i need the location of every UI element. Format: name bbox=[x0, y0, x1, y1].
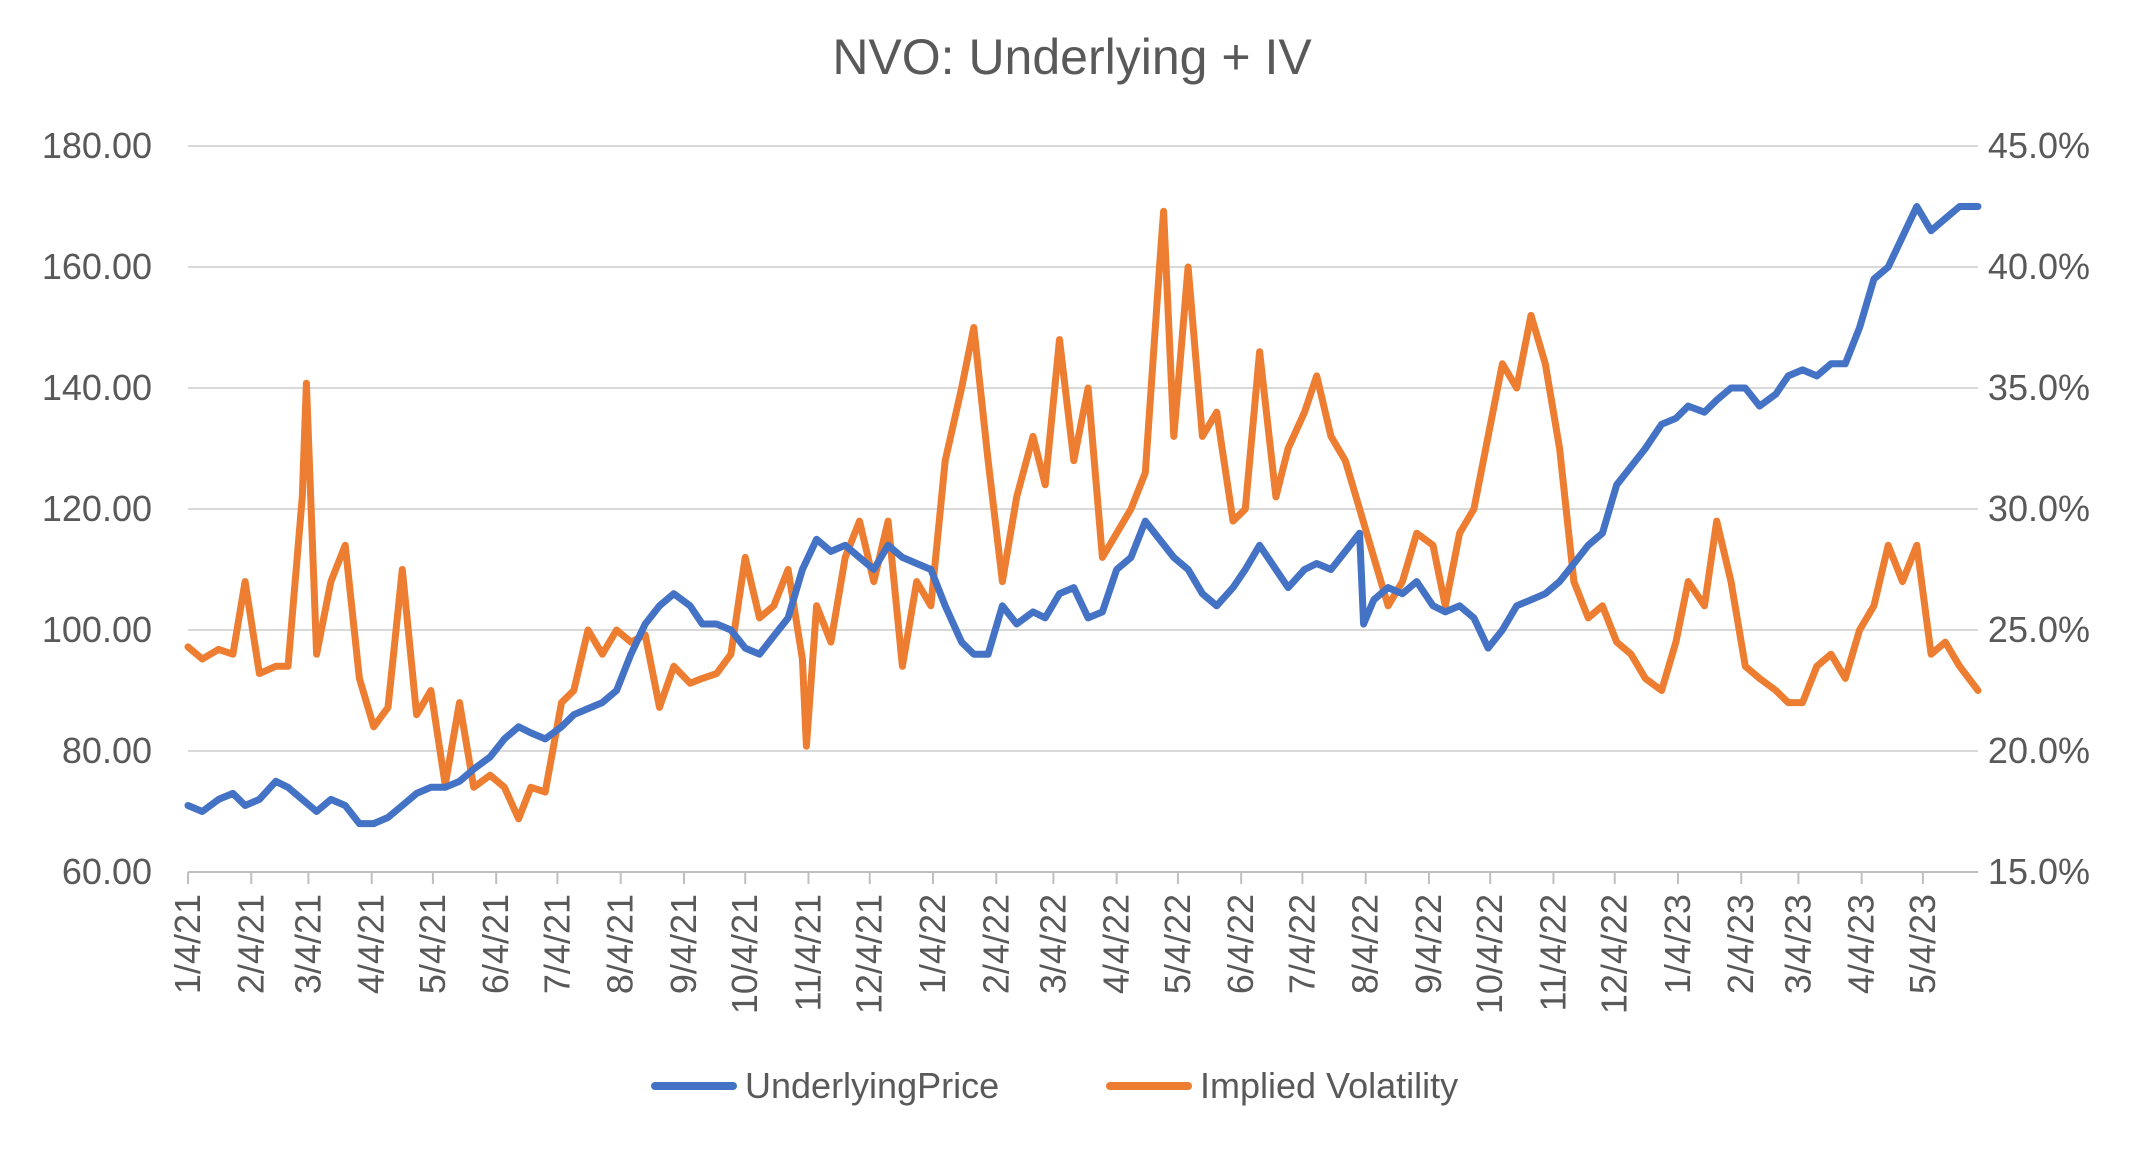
x-tick-label: 9/4/22 bbox=[1408, 894, 1449, 994]
y-left-tick-label: 80.00 bbox=[62, 730, 152, 771]
x-tick-label: 1/4/23 bbox=[1657, 894, 1698, 994]
x-tick-label: 10/4/22 bbox=[1469, 894, 1510, 1014]
x-tick-label: 2/4/22 bbox=[975, 894, 1016, 994]
y-left-tick-label: 140.00 bbox=[42, 367, 152, 408]
x-tick-label: 5/4/22 bbox=[1157, 894, 1198, 994]
x-axis: 1/4/21 2/4/21 3/4/21 4/4/21 5/4/21 6/4/21 7/4/… bbox=[167, 871, 1978, 1014]
y-right-tick-label: 20.0% bbox=[1988, 730, 2090, 771]
x-tick-label: 4/4/23 bbox=[1841, 894, 1882, 994]
series-lines bbox=[184, 203, 1982, 828]
y-axis-left-ticks: 60.00 80.00 100.00 120.00 140.00 160.00 180.00 bbox=[42, 125, 152, 892]
x-tick-label: 3/4/22 bbox=[1032, 894, 1073, 994]
x-tick-label: 10/4/21 bbox=[724, 894, 765, 1014]
y-left-tick-label: 180.00 bbox=[42, 125, 152, 166]
y-right-tick-label: 45.0% bbox=[1988, 125, 2090, 166]
x-tick-label: 11/4/21 bbox=[787, 894, 828, 1011]
y-left-tick-label: 160.00 bbox=[42, 246, 152, 287]
x-tick-label: 1/4/21 bbox=[167, 894, 208, 994]
x-tick-label: 4/4/21 bbox=[351, 894, 392, 994]
x-tick-label: 5/4/23 bbox=[1902, 894, 1943, 994]
y-left-tick-label: 100.00 bbox=[42, 609, 152, 650]
x-tick-label: 6/4/22 bbox=[1220, 894, 1261, 994]
x-tick-label: 9/4/21 bbox=[663, 894, 704, 994]
x-tick-label: 5/4/21 bbox=[412, 894, 453, 994]
y-right-tick-label: 35.0% bbox=[1988, 367, 2090, 408]
legend-label: Implied Volatility bbox=[1200, 1065, 1458, 1106]
y-right-tick-label: 40.0% bbox=[1988, 246, 2090, 287]
series-line-underlyingprice bbox=[184, 203, 1982, 828]
x-tick-label: 12/4/22 bbox=[1594, 894, 1635, 1014]
x-tick-label: 3/4/23 bbox=[1777, 894, 1818, 994]
x-tick-label: 7/4/21 bbox=[536, 894, 577, 994]
x-tick-label: 12/4/21 bbox=[849, 894, 890, 1014]
legend: UnderlyingPrice Implied Volatility bbox=[651, 1065, 1458, 1106]
x-tick-label: 6/4/21 bbox=[475, 894, 516, 994]
chart-title: NVO: Underlying + IV bbox=[832, 29, 1312, 85]
x-tick-label: 2/4/21 bbox=[230, 894, 271, 994]
x-tick-label: 4/4/22 bbox=[1096, 894, 1137, 994]
y-right-tick-label: 15.0% bbox=[1988, 851, 2090, 892]
x-tick-label: 8/4/21 bbox=[600, 894, 641, 994]
y-right-tick-label: 30.0% bbox=[1988, 488, 2090, 529]
x-tick-label: 3/4/21 bbox=[287, 894, 328, 994]
x-tick-label: 2/4/23 bbox=[1720, 894, 1761, 994]
x-tick-label: 11/4/22 bbox=[1532, 894, 1573, 1011]
x-tick-label: 8/4/22 bbox=[1345, 894, 1386, 994]
y-left-tick-label: 60.00 bbox=[62, 851, 152, 892]
y-left-tick-label: 120.00 bbox=[42, 488, 152, 529]
series-line-implied-volatility bbox=[184, 207, 1982, 823]
y-right-tick-label: 25.0% bbox=[1988, 609, 2090, 650]
x-tick-label: 7/4/22 bbox=[1281, 894, 1322, 994]
legend-label: UnderlyingPrice bbox=[745, 1065, 999, 1106]
y-axis-right-ticks: 15.0% 20.0% 25.0% 30.0% 35.0% 40.0% 45.0% bbox=[1988, 125, 2090, 892]
gridlines bbox=[188, 145, 1978, 752]
x-tick-label: 1/4/22 bbox=[912, 894, 953, 994]
